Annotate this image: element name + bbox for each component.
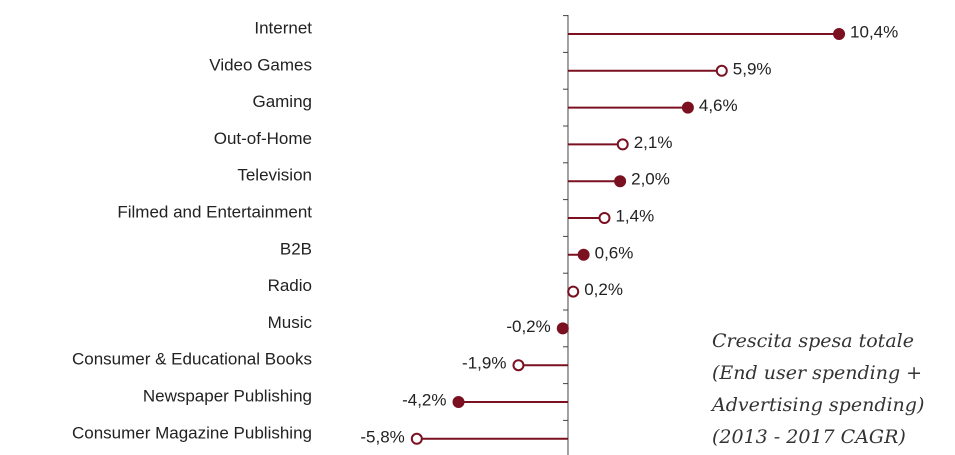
- value-label: -1,9%: [462, 354, 506, 373]
- value-label: 4,6%: [699, 96, 738, 115]
- annotation: Advertising spending): [710, 394, 924, 416]
- category-label: Gaming: [252, 92, 312, 111]
- value-label: 2,1%: [634, 133, 673, 152]
- dot: [833, 28, 846, 40]
- dot: [452, 396, 465, 408]
- category-label: B2B: [280, 239, 312, 258]
- category-label: Radio: [268, 276, 312, 295]
- value-label: 2,0%: [631, 170, 670, 189]
- value-label: -5,8%: [360, 427, 404, 446]
- annotation: (2013 - 2017 CAGR): [712, 426, 906, 448]
- value-label: 10,4%: [850, 22, 898, 41]
- dot: [556, 322, 569, 335]
- dot: [567, 285, 580, 298]
- dot: [577, 248, 590, 261]
- value-label: -4,2%: [402, 390, 446, 409]
- annotation: (End user spending +: [712, 362, 922, 384]
- category-label: Video Games: [209, 55, 312, 74]
- value-label: 5,9%: [733, 59, 772, 78]
- dot: [681, 101, 694, 114]
- category-label: Music: [268, 313, 313, 332]
- category-label: Television: [237, 166, 312, 185]
- dot: [598, 212, 611, 224]
- value-label: -0,2%: [506, 317, 550, 336]
- category-label: Filmed and Entertainment: [117, 202, 312, 221]
- value-label: 1,4%: [615, 206, 654, 225]
- dot: [512, 359, 525, 372]
- category-label: Newspaper Publishing: [143, 386, 312, 405]
- category-label: Internet: [254, 18, 312, 37]
- dot: [616, 138, 629, 151]
- dot: [715, 64, 728, 77]
- category-label: Out-of-Home: [214, 129, 312, 148]
- category-label: Consumer Magazine Publishing: [72, 423, 312, 442]
- annotation: Crescita spesa totale: [712, 330, 914, 352]
- category-label: Consumer & Educational Books: [72, 350, 312, 369]
- dot: [410, 432, 423, 445]
- value-label: 0,6%: [595, 243, 634, 262]
- value-label: 0,2%: [584, 280, 623, 299]
- dot: [614, 175, 627, 188]
